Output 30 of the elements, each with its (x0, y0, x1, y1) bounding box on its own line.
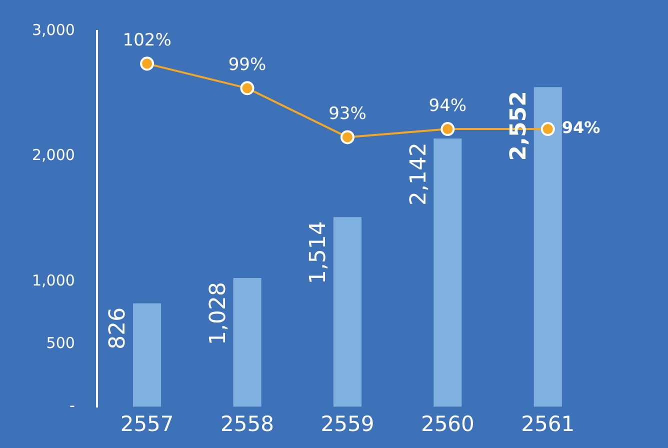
bar (233, 278, 262, 407)
data-label: 2,142 (406, 142, 432, 206)
data-label: 102% (122, 30, 172, 51)
data-label: 826 (106, 307, 131, 350)
bar (133, 303, 162, 407)
data-label: 93% (328, 104, 366, 124)
point (340, 130, 354, 144)
x-tick-label: 2557 (120, 412, 174, 436)
data-label: 94% (428, 96, 467, 116)
bar (534, 87, 562, 407)
data-label: 1,514 (306, 221, 332, 284)
x-tick-label: 2561 (521, 412, 575, 436)
bar (333, 217, 362, 407)
x-tick-label: 2559 (320, 412, 374, 436)
y-tick-label: 3,000 (32, 20, 75, 39)
bar (434, 138, 462, 407)
point (440, 122, 455, 136)
y-tick-label: 500 (46, 334, 75, 352)
y-tick-label: 2,000 (32, 146, 75, 164)
x-tick-label: 2558 (220, 412, 274, 436)
data-label: 2,552 (506, 91, 532, 161)
point (240, 81, 254, 96)
point (140, 56, 154, 71)
point (540, 122, 555, 136)
y-tick-label: - (70, 396, 75, 415)
x-tick-label: 2560 (420, 412, 474, 436)
data-label: 1,028 (206, 282, 231, 346)
data-label: 99% (228, 55, 266, 76)
data-label: 94% (562, 118, 600, 138)
y-tick-label: 1,000 (32, 271, 75, 290)
